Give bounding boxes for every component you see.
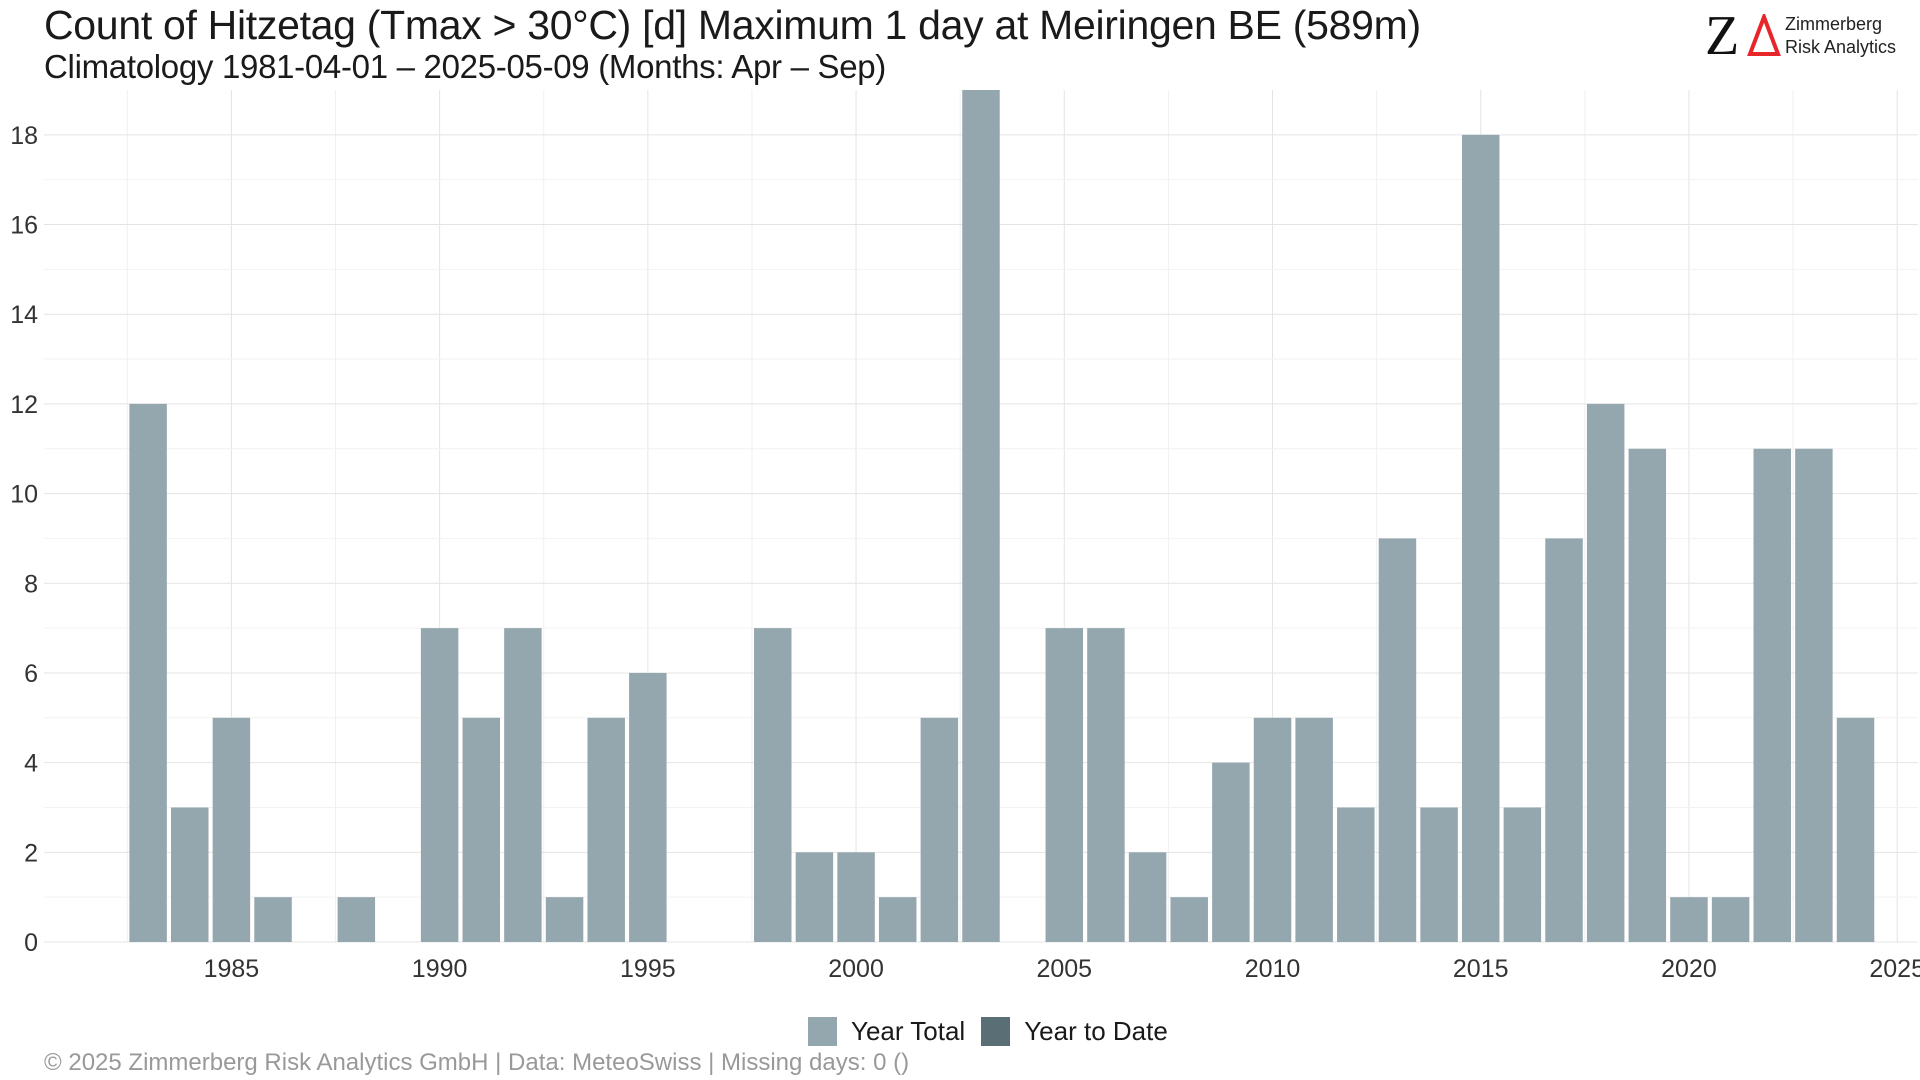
bar-1994: [587, 717, 625, 942]
bars: [129, 90, 1875, 942]
bar-2001: [878, 897, 917, 942]
bar-2015: [1461, 134, 1500, 942]
bar-2021: [1711, 897, 1750, 942]
y-tick-label: 16: [10, 212, 38, 240]
bar-1991: [462, 717, 501, 942]
x-tick-label: 2000: [828, 955, 884, 983]
chart-subtitle: Climatology 1981-04-01 – 2025-05-09 (Mon…: [44, 48, 887, 85]
bar-2024: [1836, 717, 1875, 942]
bar-2007: [1128, 852, 1167, 942]
x-tick-label: 1985: [204, 955, 260, 983]
copyright-caption: © 2025 Zimmerberg Risk Analytics GmbH | …: [44, 1049, 910, 1076]
bar-1990: [420, 628, 459, 942]
bar-1993: [545, 897, 584, 942]
y-tick-label: 2: [24, 839, 38, 867]
x-tick-label: 1990: [412, 955, 468, 983]
legend-item-year-total: Year Total: [808, 1016, 965, 1047]
bar-1983: [129, 403, 167, 942]
legend-swatch-year-to-date: [981, 1016, 1011, 1046]
legend-label-year-total: Year Total: [851, 1015, 966, 1046]
bar-2011: [1295, 717, 1333, 942]
bar-1992: [504, 628, 542, 942]
legend-label-year-to-date: Year to Date: [1024, 1015, 1168, 1046]
bar-2003: [962, 90, 1000, 942]
bar-2014: [1420, 807, 1458, 942]
bar-2016: [1503, 807, 1542, 942]
bar-2018: [1586, 403, 1625, 942]
x-tick-label: 2010: [1245, 955, 1301, 983]
bar-2006: [1087, 628, 1125, 942]
bar-1998: [754, 628, 792, 942]
x-tick-label: 1995: [620, 955, 676, 983]
bar-2010: [1253, 717, 1292, 942]
bar-2000: [837, 852, 875, 942]
legend-swatch-year-total: [808, 1016, 837, 1046]
bar-chart: 0 2 4 6 8 10 12 14 16 18 1985 1990 1995 2000 2005 2010…: [10, 90, 1920, 983]
y-tick-label: 12: [10, 391, 38, 419]
bar-1984: [171, 807, 209, 942]
bar-1986: [254, 897, 292, 942]
logo-text-line1: Zimmerberg: [1785, 14, 1883, 34]
legend: Year Total Year to Date: [808, 1014, 1184, 1048]
x-axis-ticks: 1985 1990 1995 2000 2005 2010 2015 2020 2025: [204, 955, 1920, 983]
legend-item-year-to-date: Year to Date: [981, 1016, 1168, 1047]
bar-2019: [1628, 448, 1667, 942]
logo-text-line2: Risk Analytics: [1785, 37, 1897, 57]
x-tick-label: 2005: [1036, 955, 1092, 983]
logo-delta-icon: [1747, 14, 1781, 56]
company-logo: Z Zimmerberg Risk Analytics: [1705, 8, 1905, 64]
chart-title: Count of Hitzetag (Tmax > 30°C) [d] Maxi…: [44, 2, 1421, 48]
x-tick-label: 2020: [1661, 955, 1717, 983]
y-tick-label: 10: [10, 481, 38, 509]
bar-1985: [212, 717, 251, 942]
y-axis-ticks: 0 2 4 6 8 10 12 14 16 18: [10, 122, 38, 957]
bar-2023: [1795, 448, 1833, 942]
bar-1988: [337, 897, 376, 942]
bar-2013: [1378, 538, 1417, 942]
bar-2009: [1212, 762, 1250, 942]
x-tick-label: 2025: [1869, 955, 1920, 983]
y-tick-label: 0: [24, 929, 38, 957]
bar-2005: [1045, 628, 1084, 942]
y-tick-label: 4: [24, 750, 38, 778]
bar-2020: [1670, 897, 1708, 942]
logo-z-mark: Z: [1705, 5, 1740, 67]
y-tick-label: 8: [24, 570, 38, 598]
bar-2002: [920, 717, 959, 942]
bar-1995: [629, 672, 667, 942]
bar-1999: [795, 852, 834, 942]
bar-2008: [1170, 897, 1208, 942]
bar-2022: [1753, 448, 1791, 942]
y-tick-label: 14: [10, 301, 38, 329]
y-tick-label: 6: [24, 660, 38, 688]
bar-2017: [1545, 538, 1583, 942]
bar-2012: [1337, 807, 1375, 942]
y-tick-label: 18: [10, 122, 38, 150]
x-tick-label: 2015: [1453, 955, 1509, 983]
